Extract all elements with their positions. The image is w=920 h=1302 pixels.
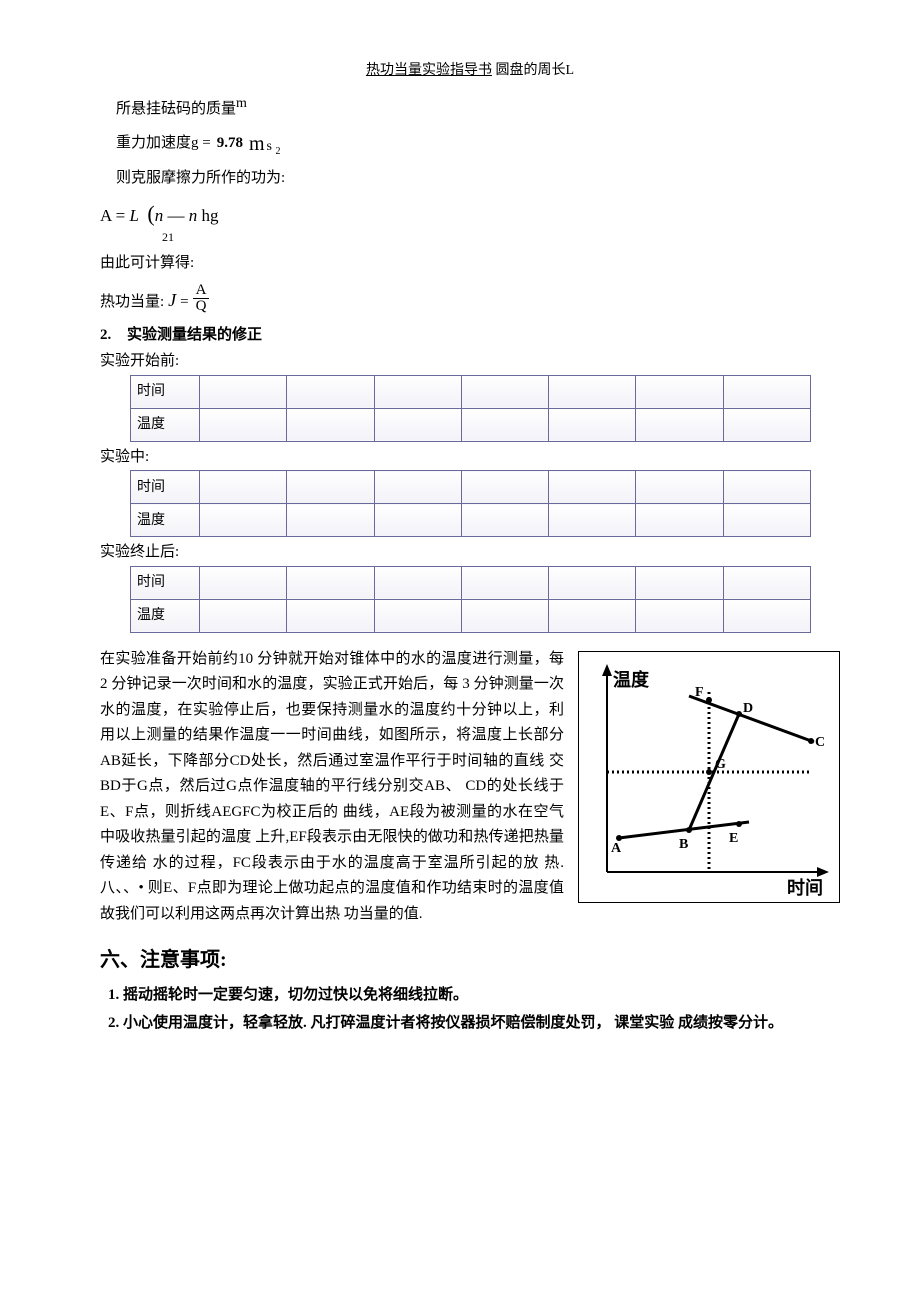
header-right: 圆盘的周长L <box>495 63 574 78</box>
table-before: 时间 温度 <box>130 375 811 442</box>
row-temp: 温度 <box>131 408 200 441</box>
equiv-prefix: 热功当量: <box>100 291 164 314</box>
svg-text:C: C <box>815 735 825 750</box>
table-during: 时间 温度 <box>130 470 811 537</box>
description-row: 在实验准备开始前约10 分钟就开始对锥体中的水的温度进行测量，每 2 分钟记录一… <box>100 647 840 928</box>
gravity-value: 9.78 <box>217 132 243 155</box>
from-this-line: 由此可计算得: <box>100 252 840 275</box>
note2-num: 2. <box>108 1015 119 1031</box>
mass-text: 所悬挂砝码的质量 <box>116 101 236 117</box>
gravity-prefix: 重力加速度g = <box>116 132 211 155</box>
J-sym: J <box>168 287 176 314</box>
svg-text:D: D <box>743 701 753 716</box>
row-temp: 温度 <box>131 599 200 632</box>
svg-text:B: B <box>679 837 688 852</box>
during-label: 实验中: <box>100 446 840 469</box>
formula-sub: 21 <box>100 228 840 246</box>
svg-text:G: G <box>715 757 726 772</box>
row-time: 时间 <box>131 471 200 504</box>
equiv-line: 热功当量: J = A Q <box>100 283 840 314</box>
svg-text:A: A <box>611 841 622 856</box>
mass-line: 所悬挂砝码的质量m <box>100 93 840 121</box>
row-temp: 温度 <box>131 504 200 537</box>
gravity-unit: ms 2 <box>249 129 281 159</box>
note-2: 2. 小心使用温度计，轻拿轻放. 凡打碎温度计者将按仪器损坏赔偿制度处罚， 课堂… <box>100 1011 840 1035</box>
friction-line: 则克服摩擦力所作的功为: <box>100 167 840 190</box>
fraction-AQ: A Q <box>193 283 210 314</box>
notes-list: 1. 摇动摇轮时一定要匀速，切勿过快以免将细线拉断。 2. 小心使用温度计，轻拿… <box>100 983 840 1035</box>
note1-text: 摇动摇轮时一定要匀速，切勿过快以免将细线拉断。 <box>123 987 468 1003</box>
page-header: 热功当量实验指导书 圆盘的周长L <box>100 60 840 81</box>
mass-symbol: m <box>236 96 247 111</box>
y-label: 温度 <box>613 669 650 690</box>
frac-Q: Q <box>193 298 210 314</box>
svg-text:F: F <box>695 685 704 700</box>
row-time: 时间 <box>131 375 200 408</box>
note2-text: 小心使用温度计，轻拿轻放. 凡打碎温度计者将按仪器损坏赔偿制度处罚， 课堂实验 … <box>123 1015 783 1031</box>
after-label: 实验终止后: <box>100 541 840 564</box>
x-label: 时间 <box>787 878 823 898</box>
sec2-title: 实验测量结果的修正 <box>127 327 262 343</box>
svg-text:E: E <box>729 831 738 846</box>
frac-A: A <box>196 283 207 298</box>
row-time: 时间 <box>131 566 200 599</box>
header-left: 热功当量实验指导书 <box>366 63 492 78</box>
note1-num: 1. <box>108 987 119 1003</box>
temp-time-graph: 温度 时间 A B E G F D C <box>578 651 840 903</box>
table-after: 时间 温度 <box>130 566 811 633</box>
description-text: 在实验准备开始前约10 分钟就开始对锥体中的水的温度进行测量，每 2 分钟记录一… <box>100 647 564 928</box>
before-label: 实验开始前: <box>100 350 840 373</box>
notes-title: 六、注意事项: <box>100 945 840 975</box>
section-2-title: 2. 实验测量结果的修正 <box>100 324 840 347</box>
formula-A: A = L (n — n hg <box>100 197 840 230</box>
sec2-num: 2. <box>100 327 111 343</box>
gravity-line: 重力加速度g = 9.78 ms 2 <box>100 129 840 159</box>
note-1: 1. 摇动摇轮时一定要匀速，切勿过快以免将细线拉断。 <box>100 983 840 1007</box>
